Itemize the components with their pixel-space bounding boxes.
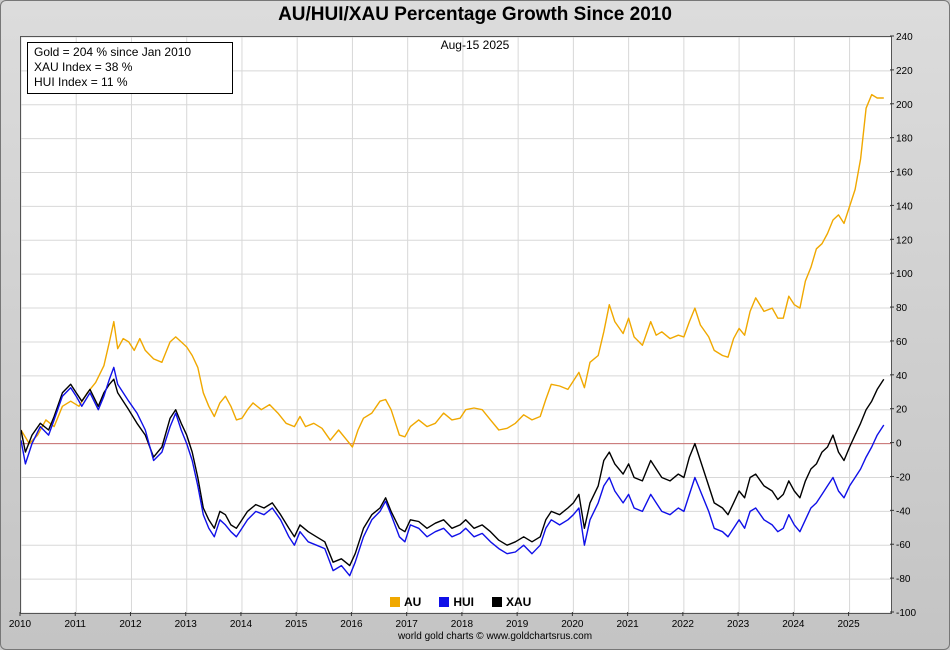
credit-text: world gold charts © www.goldchartsrus.co… bbox=[397, 631, 593, 642]
legend-swatch-hui bbox=[439, 597, 450, 607]
summary-line-xau: XAU Index = 38 % bbox=[34, 60, 133, 74]
legend-label-au: AU bbox=[404, 595, 422, 609]
legend-item-au: AU bbox=[390, 594, 421, 610]
summary-line-gold: Gold = 204 % since Jan 2010 bbox=[34, 45, 192, 59]
legend-label-xau: XAU bbox=[506, 595, 532, 609]
legend: AU HUI XAU bbox=[390, 594, 531, 610]
legend-swatch-xau bbox=[492, 597, 503, 607]
plot-area bbox=[20, 36, 892, 614]
legend-item-xau: XAU bbox=[492, 594, 531, 610]
summary-box: Gold = 204 % since Jan 2010 XAU Index = … bbox=[27, 42, 233, 94]
legend-swatch-au bbox=[390, 597, 400, 607]
legend-label-hui: HUI bbox=[453, 595, 475, 609]
line-chart bbox=[20, 36, 891, 614]
series-line-au bbox=[20, 93, 884, 448]
series-line-xau bbox=[20, 378, 885, 567]
summary-line-hui: HUI Index = 11 % bbox=[34, 75, 128, 89]
chart-title: AU/HUI/XAU Percentage Growth Since 2010 bbox=[278, 4, 672, 25]
legend-item-hui: HUI bbox=[439, 594, 474, 610]
date-label: Aug-15 2025 bbox=[440, 38, 510, 52]
series-line-hui bbox=[20, 366, 885, 577]
